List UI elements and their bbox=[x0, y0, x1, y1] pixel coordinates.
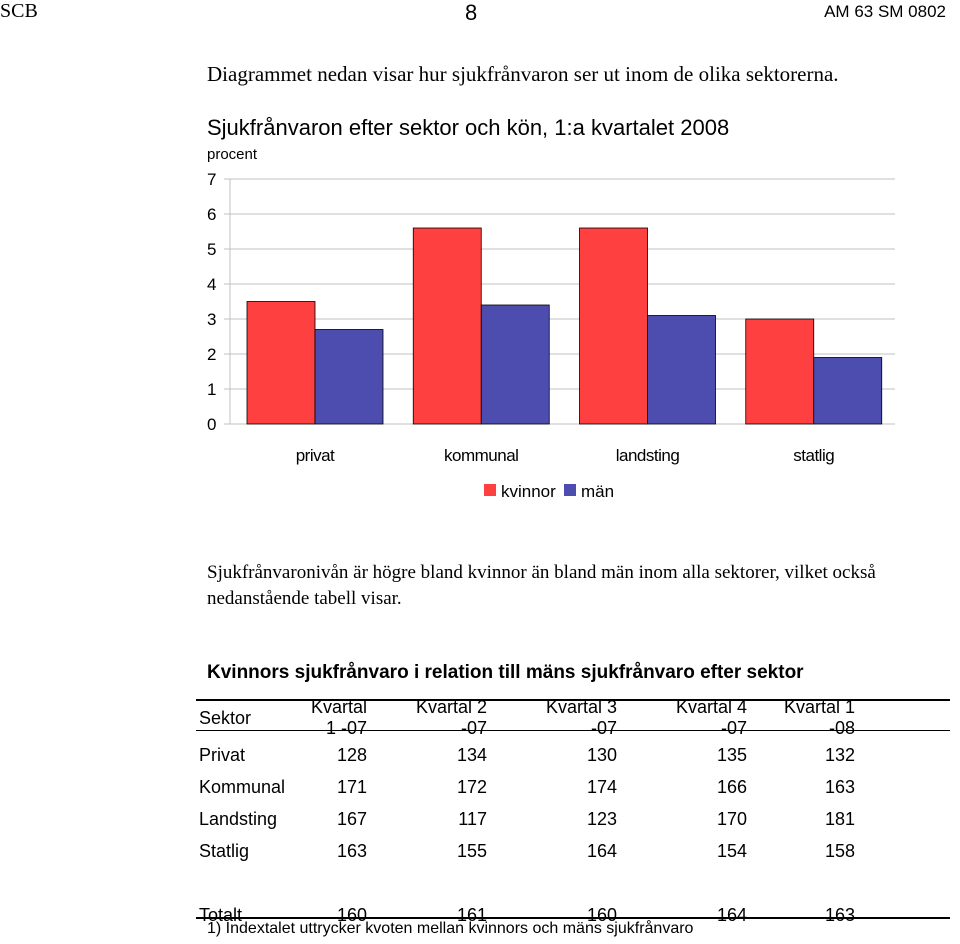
chart-y-axis-label: procent bbox=[207, 146, 258, 163]
table-cell: 132 bbox=[824, 744, 855, 765]
table-cell: 163 bbox=[824, 776, 855, 797]
table-cell: 174 bbox=[586, 776, 617, 797]
table-cell: 134 bbox=[456, 744, 487, 765]
bar-kvinnor-privat bbox=[246, 301, 316, 425]
bar-män-landsting bbox=[647, 315, 716, 425]
table-cell: 167 bbox=[336, 808, 367, 829]
bar-kvinnor-kommunal bbox=[412, 227, 482, 425]
table-cell: 123 bbox=[586, 808, 617, 829]
table-cell: 155 bbox=[456, 840, 487, 861]
row-label: Totalt bbox=[199, 904, 243, 925]
header-cell: Sektor bbox=[199, 707, 252, 728]
header-cell: Kvartal 3 -07 bbox=[545, 697, 617, 738]
ratio-table: Sektor Kvartal 1 -07 Kvartal 2 -07 Kvart… bbox=[196, 697, 903, 931]
x-tick-label: kommunal bbox=[444, 446, 518, 465]
header-left: SCB bbox=[0, 0, 38, 22]
table-cell: 161 bbox=[456, 904, 487, 925]
legend-label: kvinnor bbox=[501, 482, 556, 501]
spacer-row bbox=[196, 867, 903, 899]
y-tick-label: 0 bbox=[207, 415, 216, 434]
header-cell: Kvartal 4 -07 bbox=[675, 697, 747, 738]
table-cell: 172 bbox=[456, 776, 487, 797]
table-cell: 158 bbox=[824, 840, 855, 861]
bar-män-privat bbox=[314, 329, 384, 425]
y-tick-label: 3 bbox=[207, 310, 216, 329]
table-cell: 117 bbox=[458, 808, 487, 829]
chart-title: Sjukfrånvaron efter sektor och kön, 1:a … bbox=[207, 115, 730, 140]
table-cell: 166 bbox=[716, 776, 747, 797]
y-tick-label: 2 bbox=[207, 345, 216, 364]
table-header-row: Sektor Kvartal 1 -07 Kvartal 2 -07 Kvart… bbox=[196, 697, 903, 739]
table-row: Kommunal 171 172 174 166 163 bbox=[196, 771, 903, 803]
legend-swatch-kvinnor bbox=[484, 484, 496, 496]
bar-kvinnor-statlig bbox=[745, 318, 815, 425]
x-tick-label: privat bbox=[296, 446, 335, 465]
y-tick-label: 1 bbox=[207, 380, 216, 399]
footnote: 1) Indextalet uttrycker kvoten mellan kv… bbox=[207, 920, 694, 937]
body-paragraph: Sjukfrånvaronivån är högre bland kvinnor… bbox=[207, 562, 876, 609]
row-label: Privat bbox=[199, 744, 246, 765]
y-tick-label: 6 bbox=[207, 205, 216, 224]
y-tick-label: 4 bbox=[207, 275, 216, 294]
table-cell: 164 bbox=[716, 904, 747, 925]
x-tick-label: statlig bbox=[793, 446, 834, 465]
header-cell: Kvartal 1 -07 bbox=[310, 697, 367, 738]
table-cell: 160 bbox=[336, 904, 367, 925]
bar-chart: 0 1 2 3 4 5 6 7 privat kommunal landsting statlig kv… bbox=[207, 170, 895, 501]
y-tick-label: 5 bbox=[207, 240, 216, 259]
bar-män-statlig bbox=[813, 357, 883, 425]
row-label: Statlig bbox=[199, 840, 250, 861]
bar-kvinnor-landsting bbox=[579, 227, 648, 425]
total-row: Totalt 160 161 160 164 163 bbox=[196, 899, 903, 931]
table-cell: 135 bbox=[716, 744, 747, 765]
table-top-rule bbox=[196, 699, 950, 701]
table-cell: 171 bbox=[336, 776, 367, 797]
table-cell: 160 bbox=[586, 904, 617, 925]
table-cell: 128 bbox=[336, 744, 367, 765]
legend-swatch-män bbox=[564, 484, 576, 496]
page-number: 8 bbox=[465, 0, 478, 25]
table-cell: 170 bbox=[716, 808, 747, 829]
table-cell: 163 bbox=[824, 904, 855, 925]
table-row: Privat 128 134 130 135 132 bbox=[196, 739, 903, 771]
table-header-rule bbox=[196, 730, 950, 731]
table-cell: 163 bbox=[336, 840, 367, 861]
document-id: AM 63 SM 0802 bbox=[824, 2, 946, 21]
header-cell: Kvartal 1 -08 bbox=[783, 697, 855, 738]
row-label: Landsting bbox=[199, 808, 278, 829]
table-cell: 154 bbox=[716, 840, 747, 861]
y-tick-label: 7 bbox=[207, 170, 216, 189]
header-cell: Kvartal 2 -07 bbox=[415, 697, 487, 738]
table-cell: 181 bbox=[824, 808, 855, 829]
bar-män-kommunal bbox=[480, 304, 550, 425]
table-cell: 130 bbox=[586, 744, 617, 765]
x-tick-label: landsting bbox=[616, 446, 680, 465]
table-title: Kvinnors sjukfrånvaro i relation till mä… bbox=[207, 662, 804, 683]
table-cell: 164 bbox=[586, 840, 617, 861]
table-bottom-rule bbox=[196, 917, 950, 919]
table-row: Landsting 167 117 123 170 181 bbox=[196, 803, 903, 835]
row-label: Kommunal bbox=[199, 776, 286, 797]
legend-label: män bbox=[581, 482, 614, 501]
table-row: Statlig 163 155 164 154 158 bbox=[196, 835, 903, 867]
intro-text: Diagrammet nedan visar hur sjukfrånvaron… bbox=[207, 62, 839, 86]
